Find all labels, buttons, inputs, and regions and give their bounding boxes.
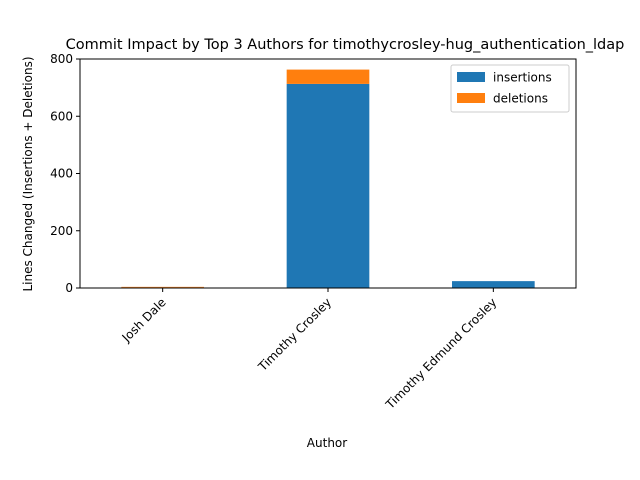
x-axis-label: Author: [307, 436, 347, 450]
y-tick-label-1: 200: [50, 224, 73, 238]
legend-swatch-deletions: [457, 93, 485, 103]
y-tick-label-3: 600: [50, 109, 73, 123]
y-tick-label-2: 400: [50, 167, 73, 181]
bar-insertions-1: [286, 83, 370, 288]
y-axis-label: Lines Changed (Insertions + Deletions): [21, 56, 35, 291]
bar-insertions-2: [452, 281, 535, 288]
legend: insertions deletions: [450, 64, 570, 113]
bar-deletions-1: [286, 69, 370, 84]
chart-title: Commit Impact by Top 3 Authors for timot…: [66, 37, 625, 53]
legend-label-deletions: deletions: [493, 92, 548, 106]
bar-deletions-0: [121, 286, 204, 288]
legend-swatch-insertions: [457, 72, 485, 82]
legend-label-insertions: insertions: [493, 71, 552, 85]
y-tick-label-4: 800: [50, 52, 73, 66]
y-tick-label-0: 0: [65, 281, 73, 295]
